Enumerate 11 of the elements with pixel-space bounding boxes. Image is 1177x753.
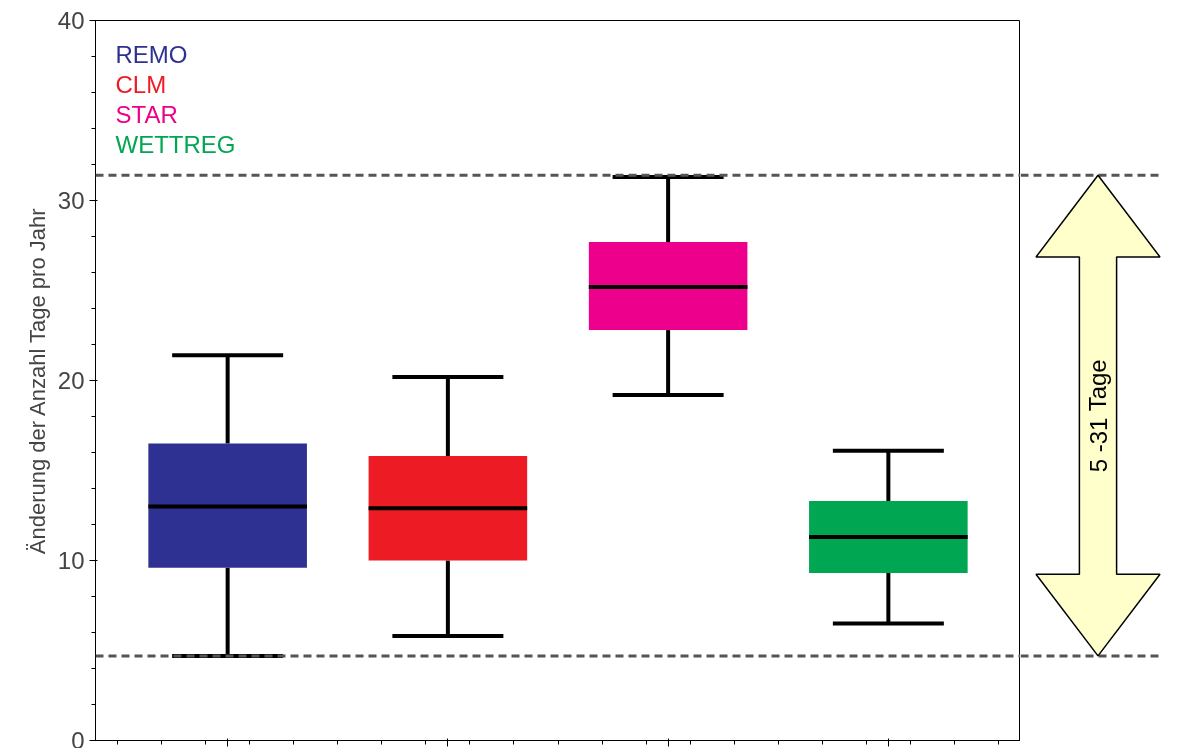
text: REMO [115,40,188,68]
text: CLM [115,70,167,98]
y-tick-label: 0 [71,726,85,753]
text: STAR [115,100,178,128]
y-tick-label: 40 [57,7,85,34]
y-tick-label: 30 [57,187,85,214]
y-tick-label: 10 [57,547,85,574]
y-tick-label: 20 [57,367,85,394]
text: WETTREG [115,130,236,158]
text: 5 -31 Tage [1084,359,1112,473]
y-axis-title: Änderung der Anzahl Tage pro Jahr [24,208,50,555]
